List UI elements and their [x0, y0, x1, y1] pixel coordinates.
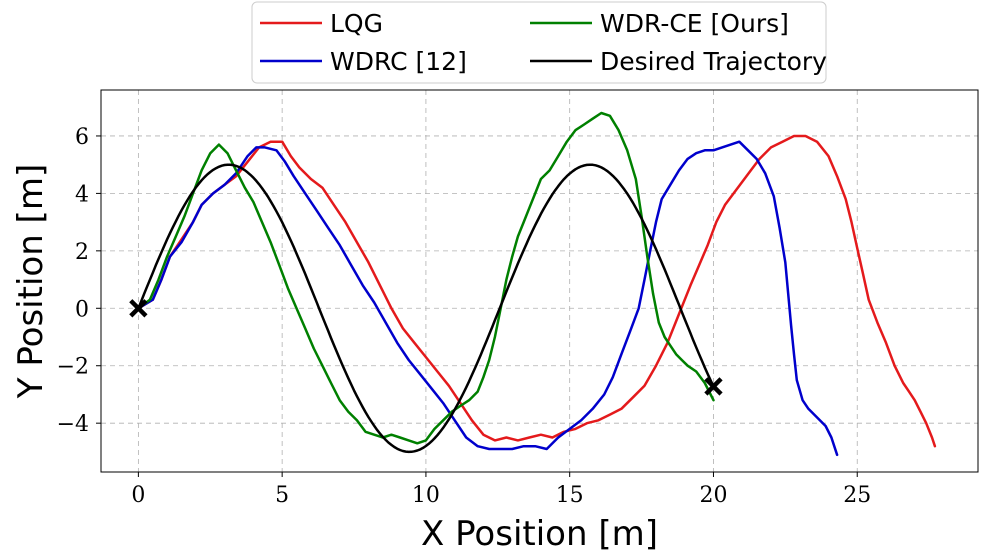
- y-tick-label: 4: [75, 182, 89, 207]
- legend-label-desired-trajectory: Desired Trajectory: [600, 47, 827, 76]
- legend-box: [251, 1, 827, 84]
- y-tick-label: 6: [75, 125, 89, 150]
- legend-label-lqg: LQG: [330, 9, 383, 38]
- y-tick-label: 2: [75, 240, 89, 265]
- series-group: [137, 111, 937, 457]
- x-tick-label: 5: [275, 483, 289, 508]
- legend: LQG WDRC [12] WDR-CE [Ours] Desired Traject…: [251, 1, 827, 84]
- y-tick-label: −4: [57, 412, 89, 437]
- markers-group: [129, 299, 723, 396]
- y-tick-label: 0: [75, 297, 89, 322]
- goal-marker: [704, 377, 723, 396]
- start-marker: [129, 299, 148, 318]
- x-axis-label: X Position [m]: [421, 514, 658, 554]
- y-tick-label: −2: [57, 355, 89, 380]
- x-tick-label: 25: [843, 483, 871, 508]
- series-line-wdrc-12: [137, 140, 839, 457]
- x-tick-label: 15: [556, 483, 584, 508]
- legend-label-wdrc-12: WDRC [12]: [330, 47, 467, 76]
- series-line-lqg: [137, 134, 937, 448]
- legend-label-wdr-ce-ours: WDR-CE [Ours]: [600, 9, 789, 38]
- ticks-group: 0 5 10 15 20 25 −4 −2 0 2 4 6: [57, 125, 872, 508]
- x-tick-label: 10: [412, 483, 440, 508]
- grid: [101, 90, 978, 472]
- x-tick-label: 20: [699, 483, 727, 508]
- plot-frame: [100, 89, 979, 473]
- series-line-desired-trajectory: [137, 163, 715, 454]
- y-axis-label: Y Position [m]: [11, 164, 51, 399]
- x-tick-label: 0: [131, 483, 145, 508]
